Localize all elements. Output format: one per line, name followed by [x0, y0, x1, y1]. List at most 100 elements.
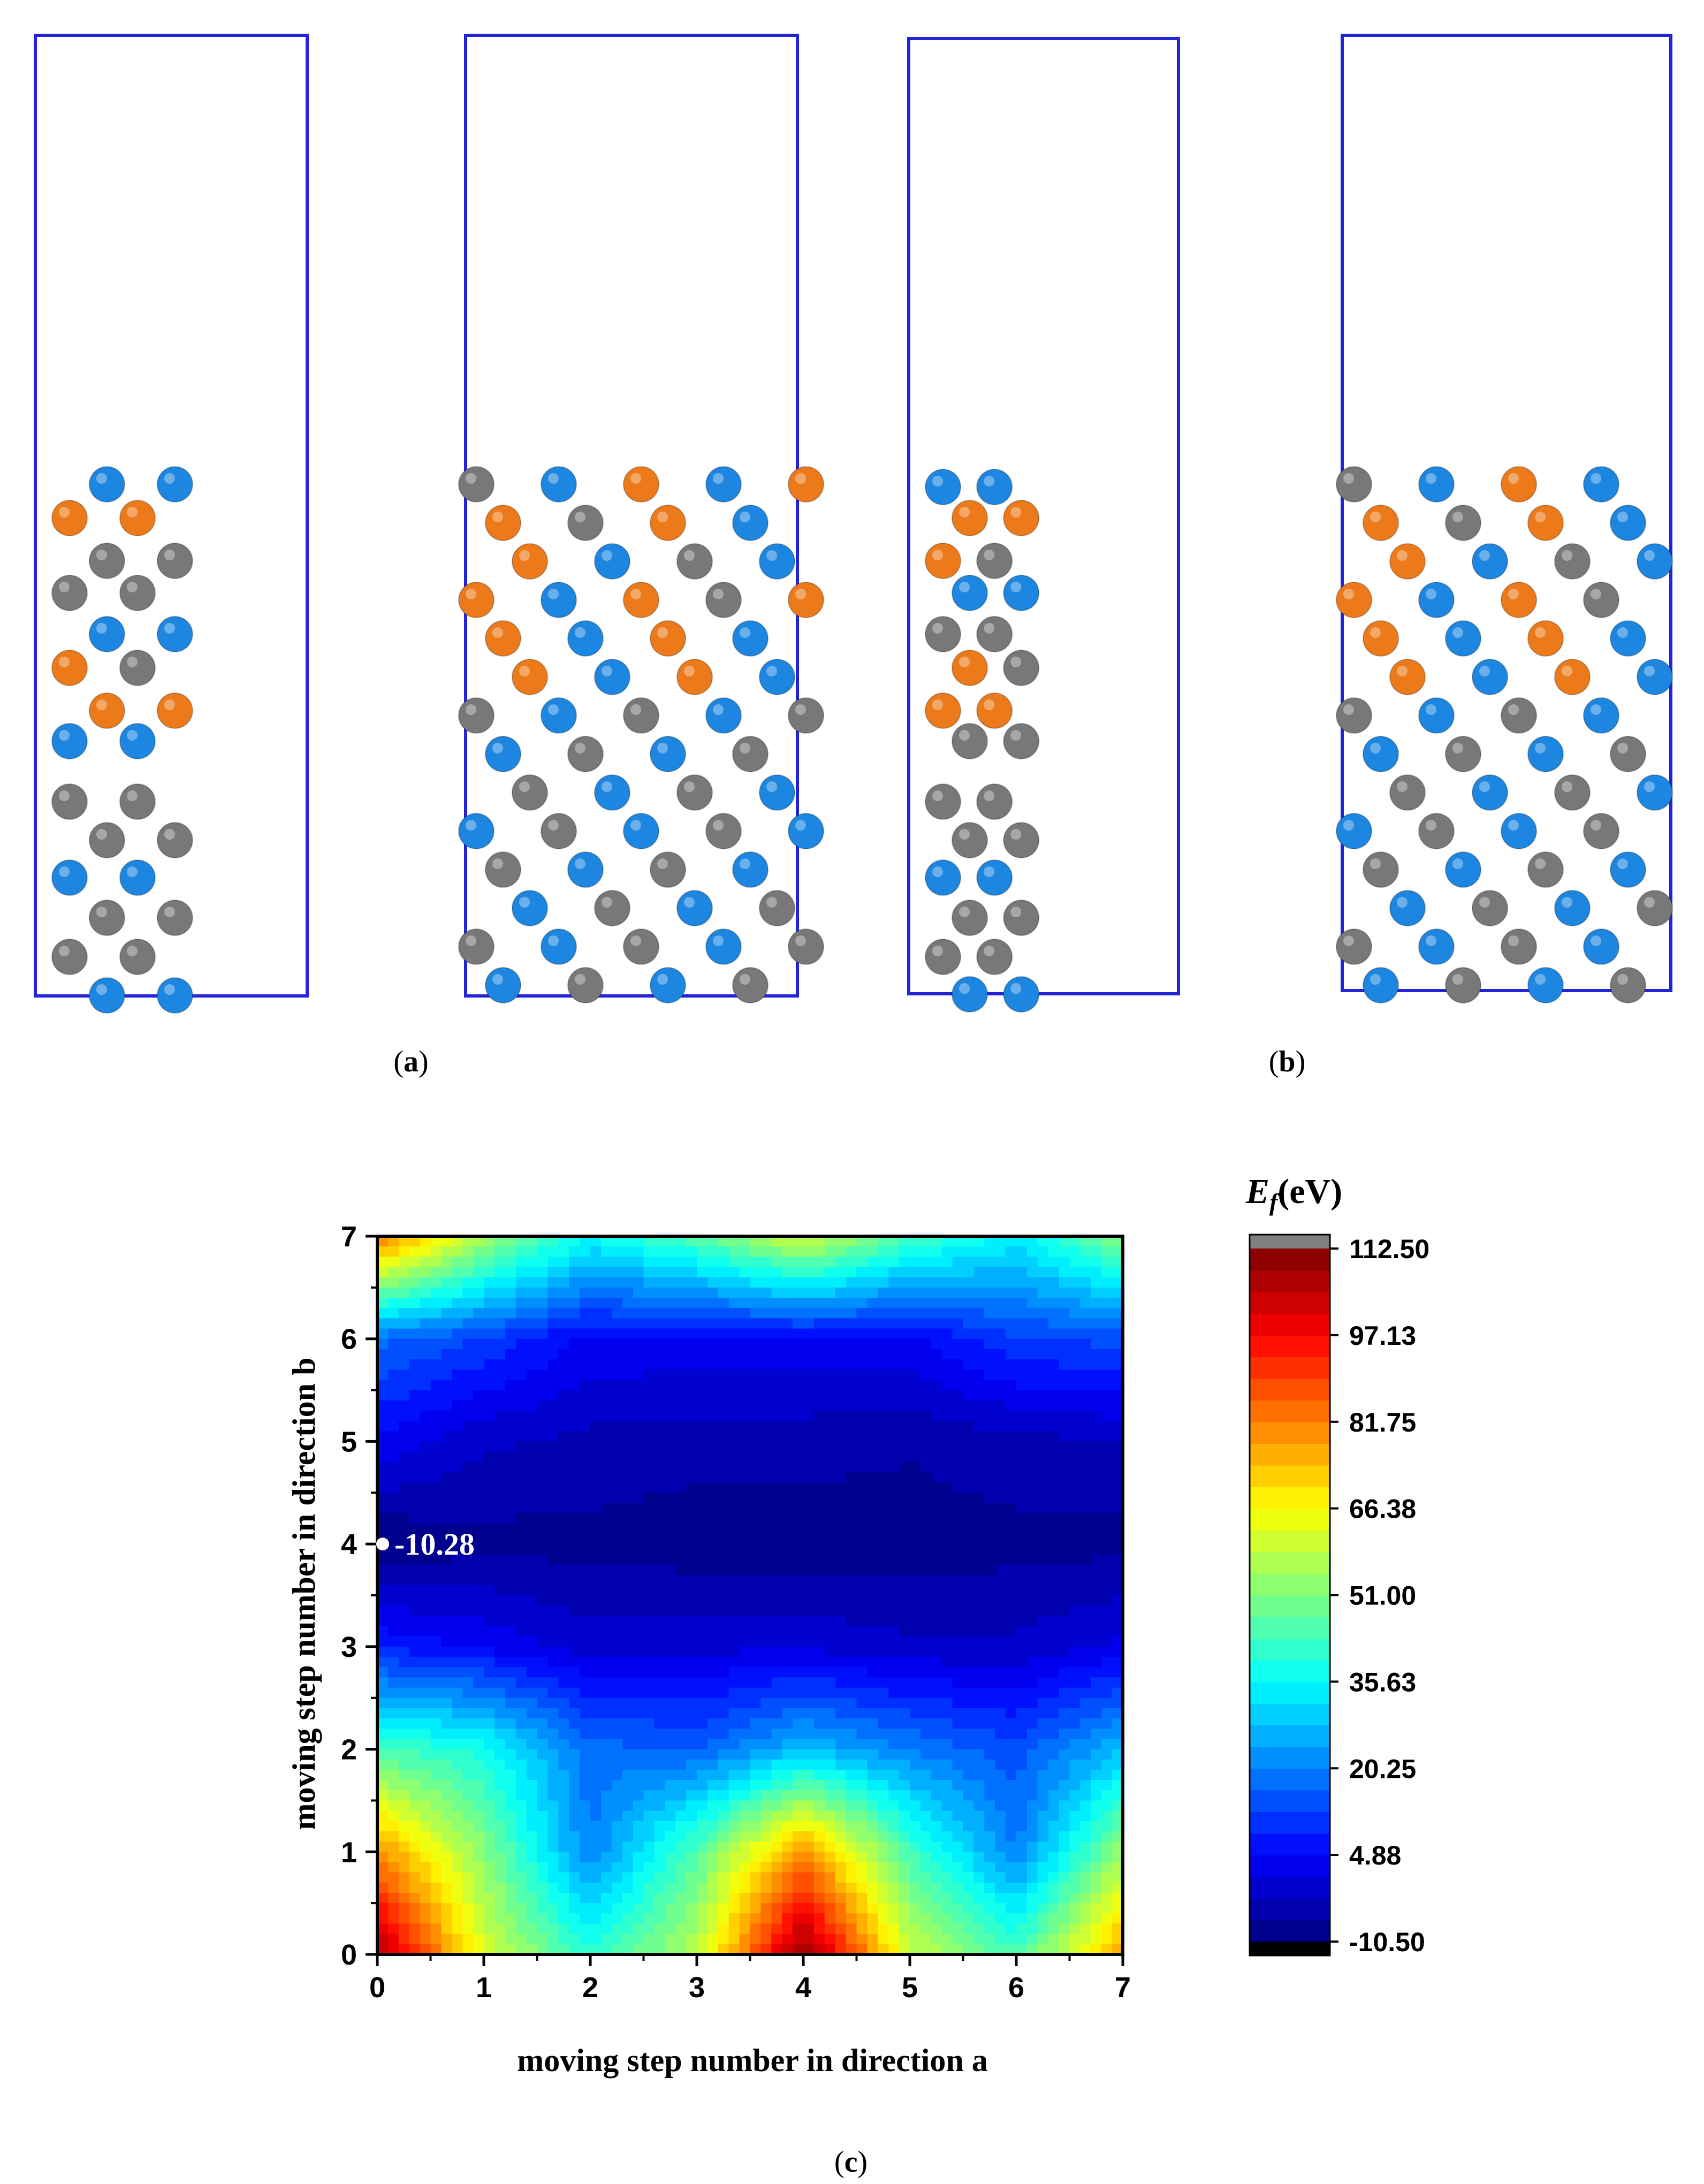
contour-cell [952, 1564, 964, 1576]
contour-cell [420, 1821, 431, 1832]
contour-cell [867, 1831, 879, 1842]
contour-cell [686, 1739, 697, 1750]
contour-cell [387, 1892, 399, 1904]
contour-cell [452, 1708, 463, 1719]
contour-cell [462, 1574, 474, 1586]
contour-cell [569, 1472, 580, 1483]
contour-cell [920, 1769, 932, 1780]
contour-cell [1037, 1257, 1049, 1268]
contour-cell [888, 1503, 900, 1514]
contour-cell [622, 1780, 634, 1791]
contour-cell [600, 1493, 612, 1504]
contour-cell [600, 1585, 612, 1596]
contour-cell [600, 1267, 612, 1278]
contour-cell [420, 1605, 431, 1617]
contour-cell [430, 1636, 442, 1647]
contour-cell [537, 1667, 549, 1678]
contour-cell [920, 1749, 932, 1760]
contour-cell [654, 1687, 666, 1699]
contour-cell [856, 1554, 868, 1565]
contour-cell [1080, 1451, 1092, 1463]
contour-cell [899, 1903, 910, 1914]
structure-4-atom-10-3 [1610, 851, 1646, 888]
contour-cell [995, 1636, 1006, 1647]
contour-cell [515, 1267, 527, 1278]
contour-cell [387, 1698, 399, 1709]
contour-cell [686, 1657, 697, 1668]
contour-cell [1059, 1513, 1070, 1524]
contour-cell [600, 1482, 612, 1494]
contour-cell [558, 1308, 569, 1319]
contour-cell [473, 1800, 484, 1812]
structure-2-atom-9-4 [788, 813, 824, 849]
contour-cell [622, 1410, 634, 1421]
contour-cell [441, 1780, 453, 1791]
contour-cell [824, 1277, 836, 1288]
contour-cell [387, 1380, 399, 1391]
contour-cell [899, 1554, 910, 1565]
contour-cell [952, 1585, 964, 1596]
contour-cell [771, 1308, 782, 1319]
contour-cell [888, 1718, 900, 1730]
contour-cell [1069, 1698, 1081, 1709]
contour-cell [888, 1338, 900, 1350]
structure-4-atom-7-0 [1363, 736, 1399, 772]
contour-cell [995, 1708, 1006, 1719]
contour-cell [846, 1338, 857, 1350]
contour-cell [963, 1308, 975, 1319]
contour-cell [484, 1369, 495, 1381]
contour-cell [494, 1718, 506, 1730]
contour-cell [643, 1462, 655, 1473]
contour-cell [846, 1533, 857, 1544]
contour-cell [782, 1677, 793, 1688]
contour-cell [1112, 1790, 1123, 1801]
contour-cell [675, 1380, 687, 1391]
contour-cell [537, 1800, 549, 1812]
contour-cell [888, 1298, 900, 1308]
contour-cell [899, 1759, 910, 1770]
contour-cell [1069, 1892, 1081, 1904]
contour-cell [984, 1841, 995, 1853]
contour-cell [484, 1708, 495, 1719]
contour-cell [430, 1523, 442, 1534]
contour-cell [771, 1636, 782, 1647]
contour-cell [537, 1821, 549, 1832]
contour-cell [856, 1657, 868, 1668]
contour-cell [984, 1595, 995, 1606]
contour-cell [654, 1749, 666, 1760]
contour-cell [494, 1882, 506, 1893]
structure-4-atom-7-3 [1610, 736, 1646, 772]
contour-cell [665, 1759, 676, 1770]
contour-cell [782, 1369, 793, 1381]
contour-cell [473, 1687, 484, 1699]
contour-cell [813, 1769, 825, 1780]
contour-cell [569, 1769, 580, 1780]
contour-cell [1091, 1277, 1102, 1288]
contour-cell [835, 1790, 847, 1801]
contour-cell [675, 1298, 687, 1308]
contour-cell [377, 1759, 389, 1770]
contour-cell [654, 1667, 666, 1678]
contour-cell [537, 1913, 549, 1924]
contour-cell [569, 1882, 580, 1893]
contour-cell [867, 1390, 879, 1401]
contour-cell [1059, 1810, 1070, 1822]
contour-cell [675, 1657, 687, 1668]
structure-2-atom-2-2 [676, 543, 713, 580]
contour-cell [931, 1800, 942, 1812]
contour-cell [824, 1903, 836, 1914]
contour-cell [580, 1410, 591, 1421]
structure-1-atom-0-0 [88, 466, 125, 503]
contour-cell [398, 1564, 410, 1576]
contour-cell [899, 1626, 910, 1637]
contour-cell [707, 1605, 719, 1617]
contour-cell [835, 1605, 847, 1617]
contour-cell [537, 1616, 549, 1627]
contour-cell [1016, 1472, 1028, 1483]
contour-cell [856, 1790, 868, 1801]
contour-cell [505, 1328, 516, 1340]
contour-cell [515, 1482, 527, 1494]
contour-cell [611, 1451, 623, 1463]
contour-cell [835, 1482, 847, 1494]
contour-cell [505, 1554, 516, 1565]
